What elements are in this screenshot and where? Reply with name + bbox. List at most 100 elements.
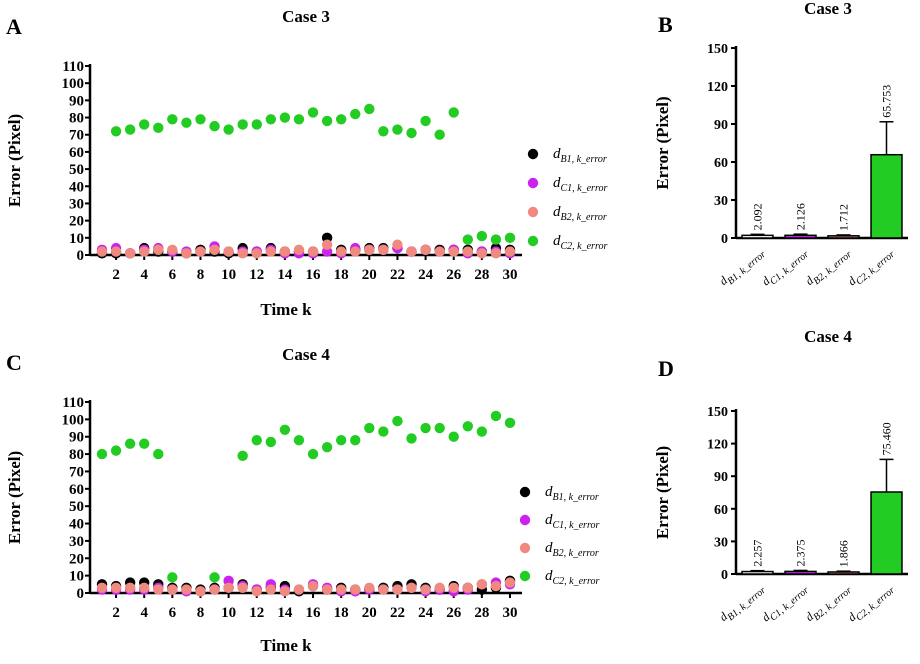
y-tick-label: 100 — [62, 76, 85, 92]
data-point — [251, 119, 262, 130]
series-b2 — [96, 239, 516, 259]
x-tick-label: 22 — [390, 605, 405, 621]
data-point — [153, 244, 164, 256]
data-point — [434, 582, 445, 593]
data-point — [504, 246, 516, 257]
data-point — [434, 246, 445, 257]
category-label-subscript: C1, k_error — [768, 249, 811, 288]
data-point — [350, 584, 361, 595]
legend-label: dB1, k_error — [545, 484, 599, 503]
x-tick-label: 2 — [112, 267, 120, 283]
x-tick-label: 10 — [221, 605, 236, 621]
data-point — [167, 114, 178, 125]
data-point — [139, 119, 150, 130]
x-axis-label: Time k — [260, 300, 312, 319]
data-point — [476, 426, 488, 437]
legend-label: dC2, k_error — [553, 233, 607, 252]
x-tick-label: 30 — [503, 605, 518, 621]
data-point — [335, 114, 347, 125]
data-point — [293, 244, 305, 256]
data-point — [251, 248, 262, 259]
legend-label-subscript: C1, k_error — [561, 183, 608, 194]
data-point — [237, 450, 248, 462]
data-point — [167, 244, 178, 256]
x-tick-label: 10 — [221, 267, 236, 283]
data-point — [504, 232, 516, 244]
y-tick-label: 110 — [62, 395, 84, 411]
x-tick-label: 20 — [362, 605, 377, 621]
data-point — [223, 582, 234, 593]
data-point — [490, 248, 502, 259]
data-point — [265, 584, 277, 595]
legend-label-symbol: d — [545, 484, 553, 500]
data-point — [307, 107, 319, 118]
bar-value-label: 2.126 — [794, 203, 808, 230]
x-tick-label: 6 — [169, 267, 177, 283]
data-point — [124, 438, 136, 449]
data-point — [321, 239, 333, 250]
x-tick-label: 16 — [306, 605, 322, 621]
data-point — [420, 584, 431, 595]
legend-label: dB1, k_error — [553, 146, 607, 165]
legend-label-symbol: d — [545, 512, 553, 528]
data-point — [490, 234, 502, 245]
data-point — [279, 424, 291, 435]
y-tick-label: 60 — [714, 156, 728, 171]
chart-title: Case 3 — [804, 0, 852, 18]
data-point — [476, 579, 488, 590]
data-point — [251, 435, 262, 446]
data-point — [124, 582, 136, 593]
legend-label-subscript: B1, k_error — [561, 154, 607, 165]
data-point — [181, 248, 192, 259]
bar — [784, 570, 817, 575]
category-label: dB2, k_error — [802, 580, 854, 627]
data-point — [448, 107, 459, 118]
y-tick-label: 90 — [69, 430, 84, 446]
category-label: dC1, k_error — [759, 244, 811, 292]
data-point — [378, 244, 389, 256]
y-tick-label: 60 — [69, 145, 84, 161]
data-point — [364, 582, 375, 593]
y-tick-label: 70 — [69, 464, 84, 480]
data-point — [406, 582, 417, 593]
y-tick-label: 100 — [62, 412, 85, 428]
data-point — [209, 120, 220, 132]
bar — [784, 234, 817, 239]
data-point — [462, 234, 473, 245]
data-point — [209, 572, 220, 583]
y-tick-label: 120 — [707, 80, 728, 95]
data-point — [307, 448, 319, 460]
data-point — [110, 246, 122, 257]
legend-marker — [519, 514, 531, 526]
bar — [827, 235, 860, 239]
data-point — [167, 572, 178, 583]
y-tick-label: 0 — [721, 232, 728, 247]
legend-label-symbol: d — [545, 540, 553, 556]
category-label-subscript: C2, k_error — [854, 249, 897, 288]
panel-letter-d: D — [658, 356, 674, 381]
y-tick-label: 50 — [69, 499, 84, 515]
legend-label: dC1, k_error — [553, 175, 607, 194]
data-point — [462, 421, 473, 432]
y-tick-label: 0 — [721, 568, 728, 583]
legend-marker — [527, 206, 539, 218]
data-point — [321, 584, 333, 595]
legend-label-subscript: C2, k_error — [553, 576, 600, 587]
x-tick-label: 18 — [334, 605, 349, 621]
x-tick-label: 24 — [418, 267, 434, 283]
legend-label-subscript: B2, k_error — [561, 212, 607, 223]
data-point — [364, 244, 375, 256]
data-point — [139, 246, 150, 257]
x-tick-label: 14 — [277, 267, 293, 283]
bar — [827, 571, 860, 575]
x-tick-label: 6 — [169, 605, 177, 621]
panel-letter-b: B — [658, 12, 673, 37]
y-tick-label: 150 — [707, 42, 728, 57]
bar-value-label: 2.257 — [751, 540, 765, 567]
x-tick-label: 12 — [249, 267, 264, 283]
data-point — [181, 584, 192, 595]
legend-label-symbol: d — [545, 568, 553, 584]
legend-marker — [527, 148, 539, 160]
data-point — [321, 441, 333, 453]
